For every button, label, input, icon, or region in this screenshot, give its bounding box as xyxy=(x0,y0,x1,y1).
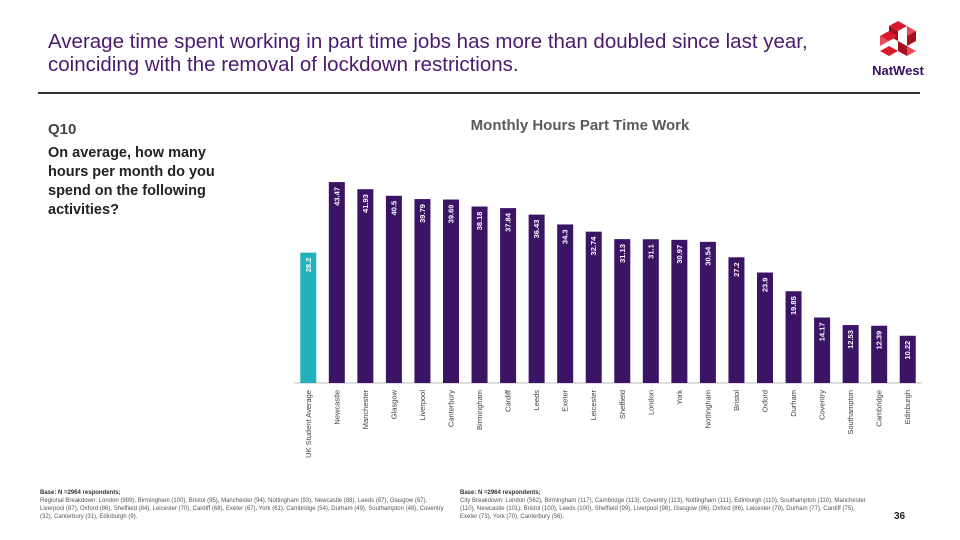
bar-southampton xyxy=(842,325,859,383)
category-label: Liverpool xyxy=(418,390,427,421)
bar-bristol xyxy=(728,257,745,383)
category-label: London xyxy=(646,390,655,415)
bar-london xyxy=(642,239,659,383)
category-label: Cardiff xyxy=(504,389,513,412)
data-label: 19.85 xyxy=(789,296,798,315)
title-divider xyxy=(38,92,920,94)
data-label: 10.22 xyxy=(903,341,912,360)
category-label: Oxford xyxy=(761,390,770,413)
data-label: 34.3 xyxy=(561,229,570,244)
category-label: Bristol xyxy=(732,390,741,411)
bar-oxford xyxy=(757,272,773,383)
question-number: Q10 xyxy=(48,121,77,138)
data-label: 31.1 xyxy=(646,244,655,259)
bar-york xyxy=(671,239,688,383)
category-label: Cambridge xyxy=(875,390,884,427)
footnote-city: Base: N =2964 respondents; City Breakdow… xyxy=(460,489,870,521)
data-label: 36.43 xyxy=(532,220,541,239)
bar-exeter xyxy=(557,224,574,383)
bar-edinburgh xyxy=(899,335,916,383)
bar-manchester xyxy=(357,189,374,383)
data-label: 30.97 xyxy=(675,245,684,264)
data-label: 14.17 xyxy=(818,323,827,342)
bar-cambridge xyxy=(871,325,888,383)
footnote-regional-heading: Base: N =2964 respondents; xyxy=(40,490,121,496)
bar-coventry xyxy=(814,317,831,383)
question-text: On average, how many hours per month do … xyxy=(48,145,215,218)
data-label: 30.54 xyxy=(703,246,712,266)
data-label: 43.47 xyxy=(332,187,341,206)
bar-leeds xyxy=(528,214,545,383)
data-label: 38.18 xyxy=(475,212,484,231)
category-label: Sheffield xyxy=(618,390,627,419)
brand-name: NatWest xyxy=(872,63,924,78)
data-label: 41.93 xyxy=(361,194,370,213)
bar-glasgow xyxy=(385,195,402,383)
data-label: 39.69 xyxy=(447,205,456,224)
bar-newcastle xyxy=(328,182,345,383)
category-label: Exeter xyxy=(561,390,570,412)
category-label: Manchester xyxy=(361,390,370,430)
category-label: Glasgow xyxy=(389,389,398,419)
bar-liverpool xyxy=(414,199,431,383)
category-label: Birmingham xyxy=(475,390,484,430)
category-label: Edinburgh xyxy=(903,390,912,424)
bar-durham xyxy=(785,291,802,383)
data-label: 40.5 xyxy=(389,201,398,216)
bar-uk-student-average xyxy=(300,252,317,383)
natwest-logo: NatWest xyxy=(868,20,928,82)
data-label: 23.9 xyxy=(761,278,770,293)
footnote-regional-text: Regional Breakdown: London (989), Birmin… xyxy=(40,498,444,520)
footnote-city-text: City Breakdown: London (562), Birmingham… xyxy=(460,498,866,520)
data-label: 31.13 xyxy=(618,244,627,263)
bar-sheffield xyxy=(614,239,631,383)
data-label: 39.79 xyxy=(418,204,427,223)
category-label: Durham xyxy=(789,390,798,417)
category-label: Leicester xyxy=(589,390,598,421)
page-number: 36 xyxy=(894,511,906,522)
natwest-cube-icon xyxy=(880,21,916,56)
bar-birmingham xyxy=(471,206,488,383)
bar-canterbury xyxy=(443,199,459,383)
data-label: 37.84 xyxy=(504,212,513,232)
chart-title: Monthly Hours Part Time Work xyxy=(470,117,690,134)
data-label: 27.2 xyxy=(732,262,741,277)
data-label: 28.2 xyxy=(304,258,313,273)
bar-leicester xyxy=(585,231,602,383)
bar-nottingham xyxy=(699,241,716,383)
category-label: Newcastle xyxy=(332,390,341,425)
data-label: 12.53 xyxy=(846,330,855,349)
data-label: 32.74 xyxy=(589,236,598,256)
category-label: Nottingham xyxy=(703,390,712,428)
footnote-city-heading: Base: N =2964 respondents; xyxy=(460,490,541,496)
category-label: York xyxy=(675,390,684,405)
footnote-regional: Base: N =2964 respondents; Regional Brea… xyxy=(40,489,450,521)
category-label: Coventry xyxy=(818,390,827,420)
category-label: UK Student Average xyxy=(304,390,313,458)
category-label: Canterbury xyxy=(447,390,456,427)
category-label: Leeds xyxy=(532,390,541,411)
data-label: 12.39 xyxy=(875,331,884,350)
page-title: Average time spent working in part time … xyxy=(48,30,808,76)
bar-cardiff xyxy=(500,208,517,383)
category-label: Southampton xyxy=(846,390,855,435)
